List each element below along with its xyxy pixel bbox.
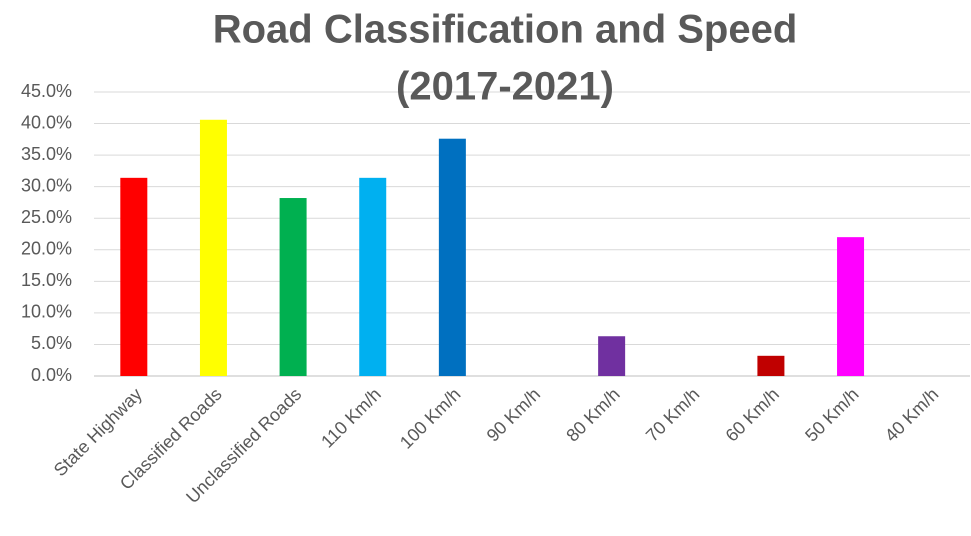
bar	[279, 198, 307, 376]
x-tick-label: 40 Km/h	[881, 384, 943, 446]
bar	[837, 237, 865, 376]
plot: 0.0% 5.0% 10.0% 15.0% 20.0% 25.0% 30.0% 35.0% 40…	[21, 81, 970, 507]
x-tick-label: 70 Km/h	[642, 384, 704, 446]
y-tick-label: 5.0%	[31, 333, 72, 353]
y-tick-label: 20.0%	[21, 239, 72, 259]
y-tick-label: 0.0%	[31, 365, 72, 385]
x-tick-label: 90 Km/h	[483, 384, 545, 446]
bar	[359, 177, 387, 376]
y-tick-label: 35.0%	[21, 144, 72, 164]
chart-title: (2017-2021)	[396, 65, 614, 109]
y-tick-label: 40.0%	[21, 112, 72, 132]
bar	[199, 119, 227, 376]
y-tick-label: 25.0%	[21, 207, 72, 227]
bar	[598, 336, 626, 376]
x-tick-label: 110 Km/h	[317, 384, 385, 452]
y-tick-label: 45.0%	[21, 81, 72, 101]
bar	[120, 177, 148, 376]
chart-title: Road Classification and Speed	[213, 8, 798, 52]
x-tick-label: 100 Km/h	[396, 384, 465, 453]
x-tick-label: 50 Km/h	[801, 384, 863, 446]
bar	[438, 138, 466, 376]
x-tick-label: 60 Km/h	[722, 384, 784, 446]
x-tick-label: 80 Km/h	[562, 384, 624, 446]
bar	[757, 355, 785, 376]
y-tick-label: 10.0%	[21, 302, 72, 322]
y-tick-label: 15.0%	[21, 270, 72, 290]
y-tick-label: 30.0%	[21, 175, 72, 195]
